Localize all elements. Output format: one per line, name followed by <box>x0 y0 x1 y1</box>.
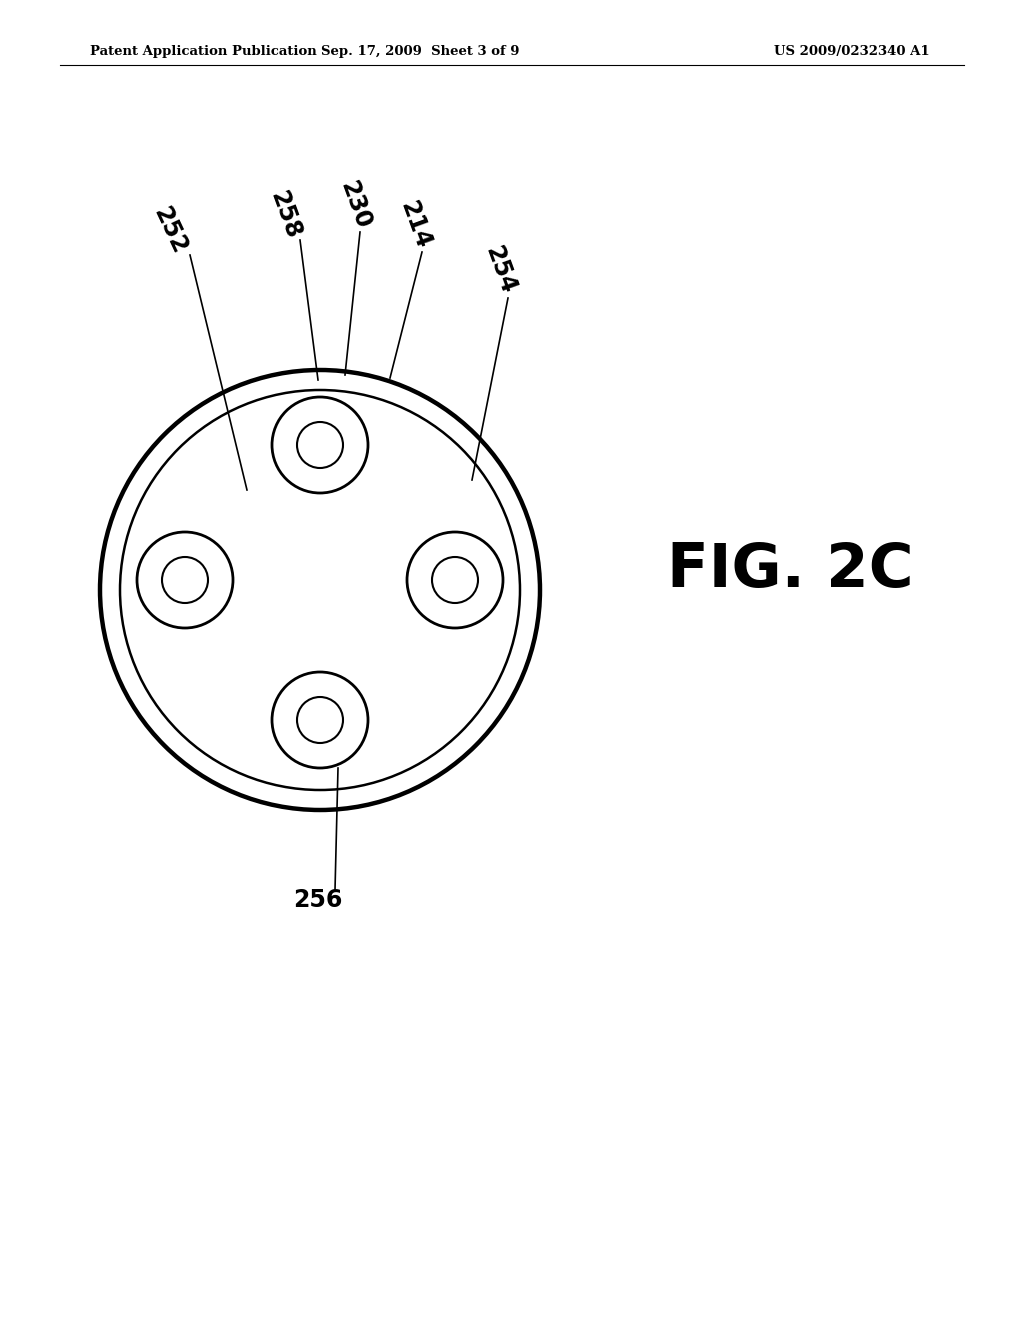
Text: 258: 258 <box>265 187 305 243</box>
Text: Sep. 17, 2009  Sheet 3 of 9: Sep. 17, 2009 Sheet 3 of 9 <box>321 45 519 58</box>
Text: US 2009/0232340 A1: US 2009/0232340 A1 <box>774 45 930 58</box>
Text: 214: 214 <box>395 198 434 252</box>
Text: FIG. 2C: FIG. 2C <box>667 540 913 599</box>
Text: Patent Application Publication: Patent Application Publication <box>90 45 316 58</box>
Text: 254: 254 <box>480 243 520 297</box>
Text: 252: 252 <box>148 202 191 257</box>
Text: 230: 230 <box>335 178 375 232</box>
Text: 256: 256 <box>293 888 343 912</box>
